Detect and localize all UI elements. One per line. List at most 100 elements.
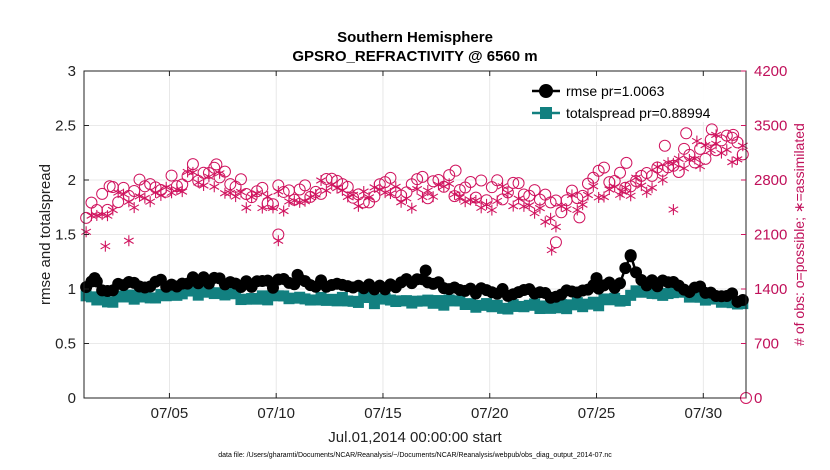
possible-obs-point — [309, 185, 322, 198]
possible-obs-point — [736, 148, 749, 161]
x-tick-label: 07/25 — [578, 405, 616, 422]
assimilated-obs-stroke — [171, 186, 182, 193]
legend-rmse-label: rmse pr=1.0063 — [566, 83, 665, 99]
y-tick-label: 2 — [68, 172, 76, 189]
x-tick-label: 07/20 — [471, 405, 509, 422]
assimilated-obs-stroke — [550, 223, 561, 231]
y2-tick-label: 0 — [754, 390, 762, 407]
legend-box — [526, 76, 740, 122]
rmse-point — [624, 250, 637, 263]
possible-obs-point — [266, 198, 279, 211]
assimilated-obs-stroke — [406, 204, 417, 212]
assimilated-obs-stroke — [299, 198, 311, 205]
rmse-point — [590, 272, 603, 285]
assimilated-obs-stroke — [577, 201, 588, 208]
assimilated-obs-stroke — [139, 194, 150, 202]
possible-obs-point — [149, 181, 162, 194]
assimilated-obs-stroke — [546, 246, 557, 254]
possible-obs-point — [277, 185, 290, 198]
possible-obs-point — [672, 165, 685, 178]
possible-obs-point — [608, 175, 621, 188]
y2-tick-label: 2800 — [754, 172, 787, 189]
assimilated-obs-stroke — [524, 202, 535, 209]
assimilated-obs-point — [481, 198, 492, 210]
assimilated-obs-stroke — [636, 182, 647, 189]
assimilated-obs-point — [534, 202, 545, 214]
totalspread-point — [363, 292, 375, 304]
assimilated-obs-stroke — [422, 187, 433, 194]
y-axis-label: rmse and totalspread — [37, 164, 54, 305]
possible-obs-point — [555, 206, 568, 219]
assimilated-obs-point — [406, 202, 417, 214]
assimilated-obs-stroke — [113, 189, 124, 196]
assimilated-obs-stroke — [225, 189, 236, 197]
assimilated-obs-stroke — [321, 187, 332, 194]
possible-obs-point — [475, 174, 488, 187]
assimilated-obs-stroke — [353, 203, 364, 210]
assimilated-obs-stroke — [81, 228, 92, 236]
possible-obs-point — [234, 173, 247, 186]
possible-obs-point — [411, 173, 424, 186]
chart-title: Southern Hemisphere — [337, 29, 493, 46]
x-tick-label: 07/30 — [685, 405, 723, 422]
possible-obs-point — [272, 228, 285, 241]
assimilated-obs-point — [123, 235, 134, 247]
y2-tick-label: 700 — [754, 336, 779, 353]
y2-tick-label: 4200 — [754, 63, 787, 80]
totalspread-point — [593, 300, 605, 312]
legend: rmse pr=1.0063 totalspread pr=0.88994 — [526, 76, 740, 122]
possible-obs-point — [658, 139, 671, 152]
possible-obs-point — [449, 164, 462, 177]
chart-subtitle: GPSRO_REFRACTIVITY @ 6560 m — [292, 48, 537, 65]
x-tick-label: 07/15 — [364, 405, 402, 422]
possible-obs-point — [170, 180, 183, 193]
y-tick-label: 2.5 — [55, 118, 76, 135]
possible-obs-point — [80, 211, 93, 224]
possible-obs-point — [103, 180, 116, 193]
assimilated-obs-stroke — [460, 198, 471, 205]
assimilated-obs-stroke — [689, 155, 700, 163]
assimilated-obs-point — [81, 226, 92, 238]
totalspread-series — [80, 284, 749, 315]
possible-obs-point — [256, 181, 269, 194]
assimilated-obs-point — [278, 205, 289, 217]
rmse-point — [291, 268, 304, 281]
assimilated-obs-stroke — [177, 188, 188, 195]
possible-obs-point — [96, 187, 109, 200]
assimilated-obs-stroke — [193, 179, 204, 186]
assimilated-obs-stroke — [679, 165, 690, 172]
assimilated-obs-stroke — [529, 209, 540, 217]
assimilated-obs-stroke — [100, 242, 111, 250]
assimilated-obs-stroke — [513, 195, 524, 202]
possible-obs-point — [165, 169, 178, 182]
possible-obs-point — [421, 192, 434, 205]
possible-obs-point — [357, 196, 370, 209]
possible-obs-point — [208, 161, 221, 174]
possible-obs-point — [427, 175, 440, 188]
assimilated-obs-stroke — [486, 206, 497, 214]
y-tick-label: 1 — [68, 281, 76, 298]
possible-obs-point — [176, 178, 189, 191]
possible-obs-point — [662, 161, 675, 174]
assimilated-obs-point — [460, 196, 471, 208]
possible-obs-point — [710, 144, 723, 157]
assimilated-obs-point — [508, 200, 519, 212]
assimilated-obs-point — [598, 191, 610, 203]
possible-obs-point — [549, 236, 562, 249]
assimilated-obs-stroke — [657, 176, 668, 184]
assimilated-obs-stroke — [598, 193, 610, 201]
assimilated-obs-stroke — [641, 189, 652, 196]
possible-obs-point — [315, 187, 328, 200]
y2-axis-label: # of obs: o=possible; ∗=assimilated — [791, 123, 807, 346]
possible-obs-point — [512, 177, 525, 190]
assimilated-obs-stroke — [267, 204, 279, 212]
possible-obs-point — [517, 188, 530, 201]
assimilated-obs-point — [550, 221, 561, 233]
rmse-point — [619, 262, 632, 275]
rmse-point — [419, 264, 432, 277]
assimilated-obs-point — [647, 182, 658, 194]
assimilated-obs-stroke — [691, 137, 702, 145]
y2-tick-label: 3500 — [754, 118, 787, 135]
possible-obs-point — [705, 123, 718, 136]
